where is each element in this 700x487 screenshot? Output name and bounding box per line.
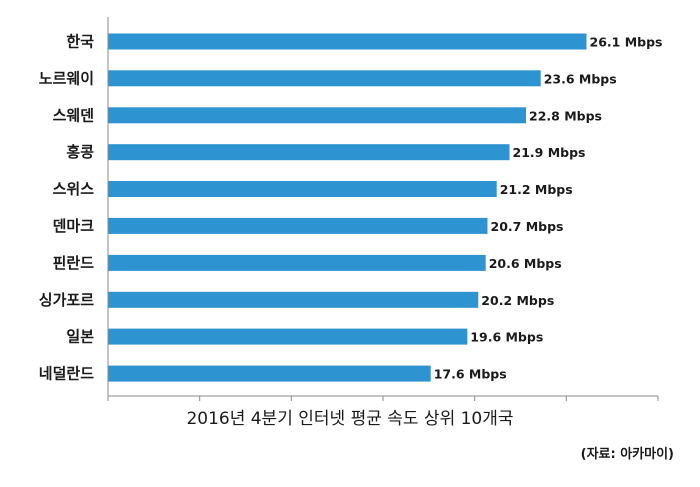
source-note: (자료: 아카마이) xyxy=(580,447,674,462)
value-label: 21.2 Mbps xyxy=(500,182,573,197)
value-label: 26.1 Mbps xyxy=(590,35,663,50)
value-label: 17.6 Mbps xyxy=(434,367,507,382)
value-label: 20.2 Mbps xyxy=(481,293,554,308)
value-label: 20.6 Mbps xyxy=(489,256,562,271)
bar xyxy=(108,254,486,271)
chart-title: 2016년 4분기 인터넷 평균 속도 상위 10개국 xyxy=(186,409,514,429)
value-labels: 26.1 Mbps 23.6 Mbps 22.8 Mbps 21.9 Mbps 21.2… xyxy=(434,35,663,382)
value-label: 22.8 Mbps xyxy=(529,108,602,123)
category-label: 일본 xyxy=(66,328,94,346)
category-label: 홍콩 xyxy=(66,143,94,161)
category-label: 스위스 xyxy=(53,180,95,198)
category-label: 싱가포르 xyxy=(39,291,94,309)
category-label: 노르웨이 xyxy=(39,69,94,87)
value-label: 20.7 Mbps xyxy=(491,219,564,234)
category-label: 덴마크 xyxy=(53,217,95,235)
bar xyxy=(108,33,587,50)
bar xyxy=(108,291,479,308)
bar xyxy=(108,181,497,197)
bar xyxy=(108,365,431,382)
category-label: 스웨덴 xyxy=(53,106,94,124)
bar xyxy=(108,144,510,161)
value-label: 21.9 Mbps xyxy=(513,145,586,160)
value-label: 19.6 Mbps xyxy=(470,330,543,345)
axes-group xyxy=(107,17,659,401)
category-label: 핀란드 xyxy=(53,254,95,272)
category-label: 한국 xyxy=(66,33,94,51)
bars-group xyxy=(108,33,587,382)
bar xyxy=(108,217,488,234)
bar xyxy=(108,70,541,87)
category-label: 네덜란드 xyxy=(39,365,94,383)
value-label: 23.6 Mbps xyxy=(544,71,617,86)
bar xyxy=(108,328,468,345)
bar xyxy=(108,107,526,124)
